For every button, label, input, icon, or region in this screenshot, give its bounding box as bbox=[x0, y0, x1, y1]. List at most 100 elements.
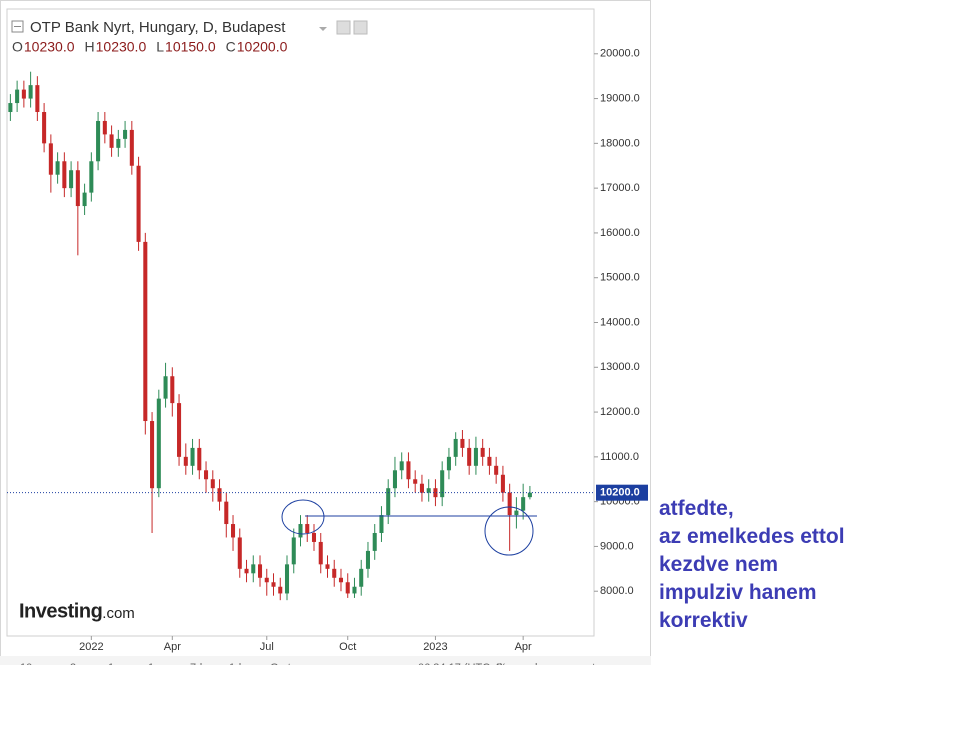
candle-body bbox=[311, 532, 317, 542]
y-tick-label: 18000.0 bbox=[600, 137, 640, 149]
toolbar-button[interactable]: log bbox=[535, 662, 550, 665]
candles: 10200.0 bbox=[7, 71, 648, 601]
candle-body bbox=[291, 537, 296, 565]
toolbar-button[interactable]: 7d bbox=[190, 662, 202, 665]
candle-body bbox=[150, 421, 155, 489]
candle-body bbox=[494, 465, 499, 475]
candle-body bbox=[453, 438, 458, 457]
price-label: 10200.0 bbox=[600, 487, 640, 499]
y-tick-label: 8000.0 bbox=[600, 585, 634, 597]
candle-body bbox=[298, 524, 303, 538]
candle-body bbox=[183, 456, 188, 466]
candle-body bbox=[129, 129, 134, 166]
y-tick-label: 12000.0 bbox=[600, 406, 640, 418]
ohlc-prefix: O bbox=[12, 39, 23, 55]
candle-body bbox=[69, 170, 74, 189]
toolbar-button[interactable]: 1d bbox=[229, 662, 241, 665]
x-tick-label: 2023 bbox=[423, 641, 447, 653]
candle-body bbox=[460, 438, 465, 448]
candle-body bbox=[190, 447, 195, 466]
candle-body bbox=[170, 376, 175, 404]
x-tick-label: Apr bbox=[515, 641, 532, 653]
ohlc-prefix: H bbox=[85, 39, 95, 55]
candle-body bbox=[102, 120, 107, 135]
candle-body bbox=[440, 470, 445, 498]
candle-body bbox=[21, 89, 26, 99]
candle-body bbox=[82, 192, 87, 207]
chart-title: OTP Bank Nyrt, Hungary, D, Budapest bbox=[30, 19, 286, 36]
candle-body bbox=[278, 586, 283, 594]
toolbar bbox=[0, 656, 651, 665]
candle-body bbox=[338, 577, 344, 583]
toolbar-button[interactable]: Go to... bbox=[270, 662, 306, 665]
candle-body bbox=[413, 479, 418, 484]
candle-body bbox=[473, 447, 478, 466]
candle-body bbox=[156, 398, 161, 489]
y-tick-label: 17000.0 bbox=[600, 182, 640, 194]
candle-body bbox=[48, 143, 53, 175]
candle-body bbox=[143, 241, 148, 422]
candle-body bbox=[163, 376, 168, 399]
candle-body bbox=[55, 161, 60, 175]
toolbar-button[interactable]: 1m bbox=[148, 662, 163, 665]
candle-body bbox=[527, 492, 532, 498]
candle-body bbox=[406, 461, 411, 480]
toolbar-button[interactable]: % bbox=[497, 662, 507, 665]
settings-icon[interactable] bbox=[336, 20, 351, 35]
candle-body bbox=[379, 515, 384, 533]
candle-body bbox=[325, 564, 330, 569]
candle-body bbox=[271, 582, 276, 587]
note-line: korrektiv bbox=[659, 609, 748, 632]
candle-body bbox=[28, 85, 33, 99]
candle-body bbox=[514, 510, 519, 516]
candle-body bbox=[352, 586, 357, 594]
candle-body bbox=[109, 134, 114, 148]
ohlc-header: O 10230.0 H 10230.0 L 10150.0 C 10200.0 bbox=[12, 39, 288, 55]
candle-body bbox=[332, 568, 337, 578]
candle-body bbox=[345, 582, 350, 594]
annotation-circle bbox=[484, 506, 534, 556]
toolbar-button[interactable]: 1y bbox=[108, 662, 120, 665]
candle-body bbox=[480, 447, 485, 457]
candle-body bbox=[62, 161, 67, 189]
toolbar-button[interactable]: auto bbox=[580, 662, 601, 665]
y-tick-label: 11000.0 bbox=[600, 451, 639, 463]
candle-body bbox=[210, 479, 215, 489]
candle-body bbox=[500, 474, 505, 493]
settings-icon[interactable] bbox=[353, 20, 368, 35]
candle-body bbox=[487, 456, 492, 466]
toolbar-button[interactable]: 06:34:17 (UTC-4) bbox=[418, 662, 504, 665]
candle-body bbox=[35, 85, 40, 113]
title-dropdown[interactable] bbox=[319, 27, 327, 31]
candle-body bbox=[399, 461, 404, 471]
chart: OTP Bank Nyrt, Hungary, D, Budapest O 102… bbox=[0, 0, 651, 665]
note-line: az emelkedes ettol bbox=[659, 525, 845, 548]
annotation-note: atfedte, az emelkedes ettol kezdve nem impu… bbox=[659, 495, 845, 635]
candle-body bbox=[365, 550, 370, 569]
candle-body bbox=[521, 497, 526, 511]
candle-body bbox=[446, 456, 451, 471]
toolbar-button[interactable]: 3y bbox=[70, 662, 82, 665]
candle-body bbox=[8, 103, 13, 113]
candle-body bbox=[217, 488, 222, 502]
x-tick-label: Apr bbox=[164, 641, 181, 653]
y-tick-label: 14000.0 bbox=[600, 316, 640, 328]
candle-body bbox=[224, 501, 229, 525]
candle-body bbox=[426, 488, 431, 493]
ohlc-prefix: L bbox=[156, 39, 164, 55]
note-line: atfedte, bbox=[659, 497, 734, 520]
candle-body bbox=[15, 89, 20, 104]
logo-suffix: .com bbox=[102, 605, 135, 622]
x-tick-label: 2022 bbox=[79, 641, 103, 653]
candle-body bbox=[372, 532, 377, 551]
x-tick-label: Oct bbox=[339, 641, 356, 653]
toolbar-button[interactable]: 10y bbox=[20, 662, 38, 665]
candle-body bbox=[231, 524, 236, 538]
ohlc-prefix: C bbox=[226, 39, 236, 55]
candle-body bbox=[237, 537, 242, 569]
candle-body bbox=[123, 129, 128, 139]
y-axis: 8000.09000.010000.011000.012000.013000.0… bbox=[79, 48, 640, 653]
candle-body bbox=[251, 564, 256, 574]
logo-text: Investing bbox=[19, 600, 102, 622]
